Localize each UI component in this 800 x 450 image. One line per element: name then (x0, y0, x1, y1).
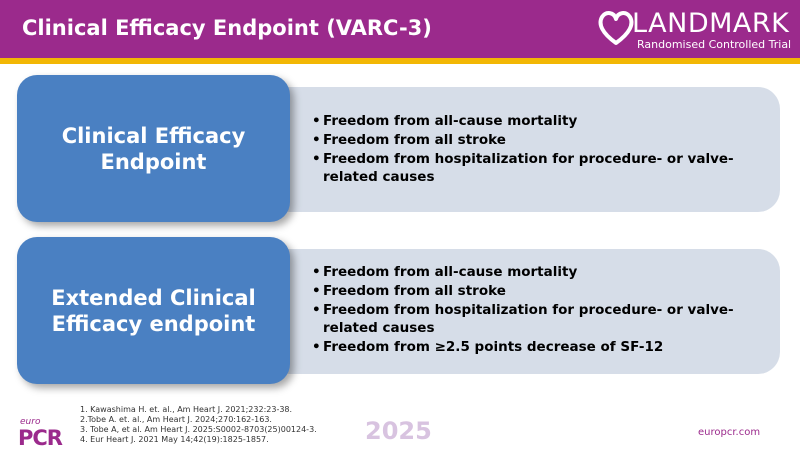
reference-item: 4. Eur Heart J. 2021 May 14;42(19):1825-… (80, 435, 269, 444)
logo-subtitle: Randomised Controlled Trial (637, 38, 792, 51)
endpoint-list-2: Freedom from all-cause mortality Freedom… (312, 264, 762, 358)
reference-item: 1. Kawashima H. et. al., Am Heart J. 202… (80, 405, 293, 414)
endpoint-heading-1: Clinical Efficacy Endpoint (61, 123, 246, 174)
website-link[interactable]: europcr.com (698, 427, 761, 438)
list-item: Freedom from ≥2.5 points decrease of SF-… (312, 339, 762, 357)
footer-year: 2025 (365, 417, 432, 445)
list-item: Freedom from all-cause mortality (312, 264, 762, 282)
reference-item: 2.Tobe A. et. al., Am Heart J. 2024;270:… (80, 415, 272, 424)
europcr-logo-small: euro (20, 417, 41, 427)
endpoint-list-1: Freedom from all-cause mortality Freedom… (312, 113, 762, 188)
list-item: Freedom from all stroke (312, 132, 762, 150)
list-item: Freedom from hospitalization for procedu… (312, 302, 762, 337)
endpoint-heading-box-2: Extended Clinical Efficacy endpoint (17, 237, 290, 384)
accent-divider (0, 58, 800, 64)
list-item: Freedom from all stroke (312, 283, 762, 301)
references: 1. Kawashima H. et. al., Am Heart J. 202… (80, 405, 317, 445)
endpoint-heading-box-1: Clinical Efficacy Endpoint (17, 75, 290, 222)
reference-item: 3. Tobe A, et al. Am Heart J. 2025:S0002… (80, 425, 317, 434)
header-bar: Clinical Efficacy Endpoint (VARC-3) LAND… (0, 0, 800, 58)
endpoint-panel-1 (268, 87, 780, 212)
heart-icon (598, 11, 634, 45)
europcr-logo-mark: PCR (18, 426, 63, 450)
logo-wordmark: LANDMARK (632, 8, 790, 39)
list-item: Freedom from all-cause mortality (312, 113, 762, 131)
list-item: Freedom from hospitalization for procedu… (312, 151, 762, 186)
landmark-logo: LANDMARK Randomised Controlled Trial (596, 6, 796, 54)
endpoint-heading-2: Extended Clinical Efficacy endpoint (51, 285, 256, 336)
slide-title: Clinical Efficacy Endpoint (VARC-3) (22, 16, 432, 40)
